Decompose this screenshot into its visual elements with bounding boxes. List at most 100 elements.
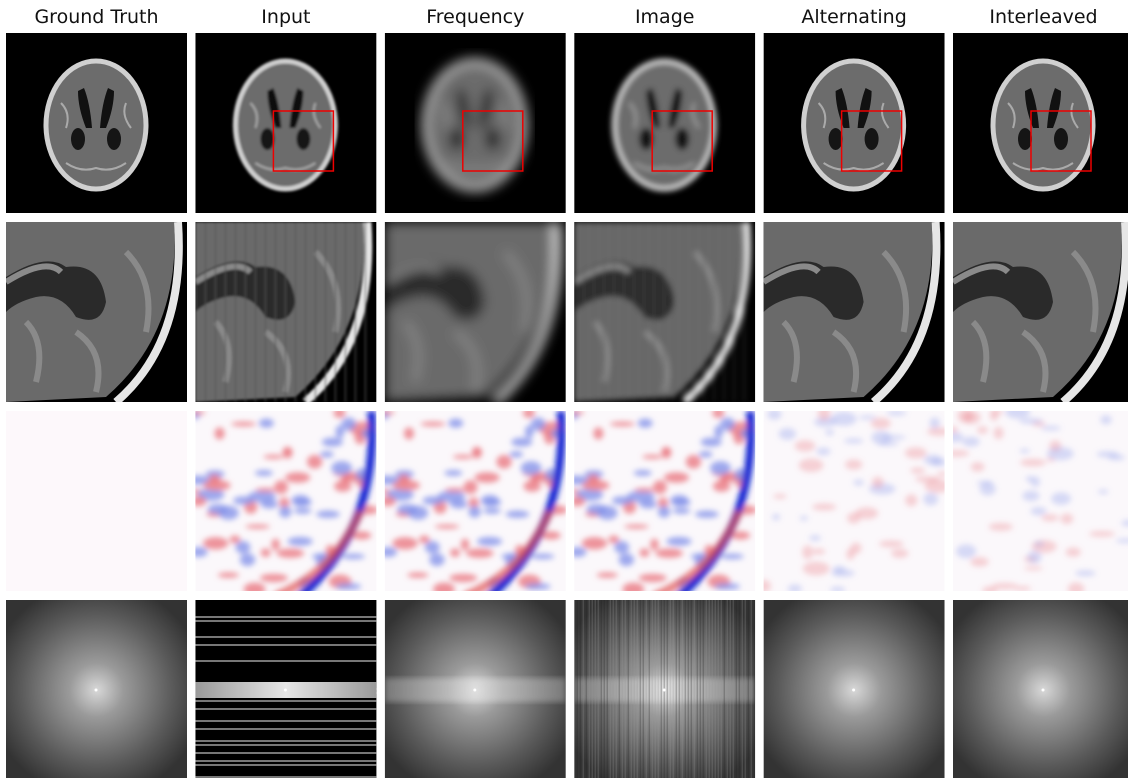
zoom-content [574,222,751,402]
ventricle [260,128,275,150]
error-blob [444,487,466,493]
error-blob [407,572,429,578]
error-blob [1025,475,1034,482]
brain [611,58,717,192]
error-blob [341,553,365,560]
error-blob [384,546,398,558]
error-blob [633,470,652,476]
zoom-content [195,222,373,402]
error-blob [1067,582,1085,591]
error-blob [663,472,690,483]
error-blob [476,536,503,546]
error-blob [1005,411,1031,419]
error-blob [953,426,958,434]
error-blob [586,503,607,515]
sample-line [195,700,377,702]
white-matter [195,249,341,393]
white-matter [763,249,909,393]
error-blob [202,537,229,550]
error-blobs [195,411,377,591]
error-blob [712,480,731,492]
error-blob [229,535,241,544]
ventricle [864,128,879,150]
error-blob [787,584,802,591]
error-blob [195,411,206,415]
ventricle [1025,88,1061,128]
sample-line [195,644,377,646]
error-blob [976,426,989,434]
error-blob [574,546,587,558]
white-matter [6,249,152,393]
error-blob [509,451,524,458]
error-blob [1046,447,1074,461]
ventricle [6,261,106,320]
skull-arc [113,222,183,402]
error-blob [802,561,830,576]
error-blob [730,531,751,540]
error-blob [847,512,861,524]
skull-arc [870,222,941,402]
error-blob [611,496,633,505]
error-blob [511,437,533,447]
error-map [384,411,566,591]
skull [801,58,907,192]
cortex [249,102,322,171]
brain-image [763,33,945,213]
dc-point [473,688,477,692]
error-blobs [384,411,566,591]
error-blob [468,497,479,508]
spectrum [6,600,187,778]
error-blob [657,505,671,518]
error-blob [520,461,542,475]
error-blob [812,548,826,555]
error-blob [638,573,667,583]
error-blob [254,470,273,476]
skull [43,58,149,192]
error-blob [979,482,996,496]
dc-point [94,688,98,692]
error-blob [524,583,551,590]
error-blob [988,522,1013,531]
cortex [628,102,700,171]
sample-line [195,636,377,638]
error-blob [247,490,276,503]
ventricle [384,261,485,320]
error-blob [1027,550,1042,564]
error-blob [316,510,340,518]
error-blob [271,538,280,551]
error-blob [923,454,942,465]
error-blob [963,411,981,424]
ventricle [456,88,493,128]
skull [990,58,1096,192]
ventricle [449,128,464,150]
error-blob [293,507,312,514]
ventricle [1018,128,1032,150]
error-blob [799,515,809,521]
cortex [60,102,132,171]
error-blob [642,454,663,460]
zoom-content [763,222,941,402]
ventricle [78,88,114,128]
error-blob [695,510,719,518]
error-blob [991,582,1018,590]
error-blob [816,447,831,456]
error-blob [830,411,857,426]
error-blob [471,446,482,459]
error-blob [287,536,313,546]
error-blob [923,492,939,506]
error-blob [235,541,251,554]
error-map [195,411,377,591]
error-blob [929,417,940,429]
error-blob [618,553,635,567]
error-blob [773,493,787,499]
error-blob [384,411,396,415]
zoom-image [384,222,566,402]
ventricle [296,128,311,150]
error-blob [541,531,561,540]
error-blob [666,536,692,546]
ventricle [953,261,1053,320]
error-blob [802,545,813,560]
error-blob [936,471,945,477]
